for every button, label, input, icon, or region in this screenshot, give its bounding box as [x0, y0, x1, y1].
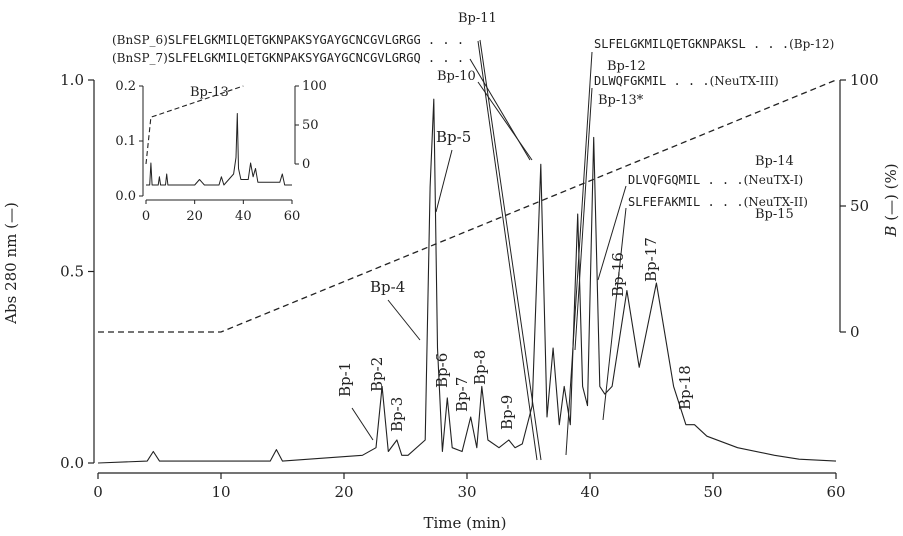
peak-label: Bp-13* [598, 93, 644, 108]
y2-tick-label: 100 [850, 71, 879, 89]
sequence-leader-line [597, 185, 627, 281]
x-tick-label: 50 [703, 483, 722, 501]
inset-chart: 0 20 40 60 0.0 0.1 0.2 0 50 100 Bp-13 [115, 79, 327, 224]
sequence-label: DLWQFGKMIL . . .(NeuTX-III) [594, 74, 779, 88]
sequence-text: DLVQFGQMIL . . . [628, 173, 744, 187]
sequence-leader-line [574, 87, 593, 351]
sequence-suffix: (NeuTX-I) [744, 173, 804, 187]
peak-leader-line [435, 149, 453, 213]
sequence-prefix: (BnSP_6) [112, 33, 168, 47]
x-tick-label: 20 [334, 483, 353, 501]
y-tick-label: 0.0 [60, 454, 84, 472]
peak-label: Bp-5 [436, 128, 471, 146]
sequence-label: DLVQFGQMIL . . .(NeuTX-I) [628, 173, 803, 187]
peak-label: Bp-11 [458, 11, 497, 26]
sequence-label: (BnSP_7)SLFELGKMILQETGKNPAKSYGAYGCNCGVLG… [112, 51, 464, 65]
x-axis-label: Time (min) [423, 514, 506, 532]
inset-y-tick-label: 0.0 [115, 189, 136, 204]
peak-label: Bp-8 [471, 350, 489, 385]
peak-label: Bp-15 [755, 207, 794, 222]
sequence-suffix: (NeuTX-III) [710, 74, 779, 88]
sequence-leader-line [565, 51, 593, 456]
inset-x-tick-label: 20 [186, 209, 203, 224]
sequence-suffix: (NeuTX-II) [744, 195, 808, 209]
peak-leader-line [477, 81, 533, 161]
y2-axis-label: B (—) (%) [882, 163, 900, 237]
peak-label: Bp-6 [433, 353, 451, 388]
peak-label: Bp-18 [676, 365, 694, 410]
peak-label: Bp-16 [609, 252, 627, 297]
y-tick-label: 1.0 [60, 71, 84, 89]
sequence-leader-line [469, 58, 531, 161]
peak-leader-line [387, 299, 421, 341]
sequence-suffix: (Bp-12) [789, 37, 834, 51]
y-tick-label: 0.5 [60, 263, 84, 281]
peak-label: Bp-4 [370, 278, 405, 296]
sequence-text: SLFELGKMILQETGKNPAKSYGAYGCNCGVLGRGG . . … [168, 33, 464, 47]
x-tick-label: 40 [580, 483, 599, 501]
absorbance-trace [97, 98, 837, 464]
peak-label: Bp-17 [642, 237, 660, 282]
inset-absorbance-series [146, 113, 292, 186]
main-axes: 0 10 20 30 40 50 60 0.0 0.5 1.0 0 50 100 [60, 71, 879, 501]
x-tick-label: 60 [826, 483, 845, 501]
sequence-annotations: (BnSP_6)SLFELGKMILQETGKNPAKSYGAYGCNCGVLG… [112, 33, 834, 461]
peak-label: Bp-12 [607, 59, 646, 74]
sequence-text: SLFEFAKMIL . . . [628, 195, 744, 209]
inset-y2-tick-label: 0 [302, 157, 310, 172]
peak-label: Bp-10 [437, 69, 476, 84]
absorbance-series [97, 98, 837, 464]
peak-label: Bp-7 [453, 377, 471, 412]
peak-leader-line [351, 407, 374, 441]
sequence-text: DLWQFGKMIL . . . [594, 74, 710, 88]
peak-label: Bp-14 [755, 154, 794, 169]
gradient-series [98, 79, 837, 333]
sequence-text: SLFELGKMILQETGKNPAKSL . . . [594, 37, 789, 51]
y2-tick-label: 50 [850, 197, 869, 215]
sequence-text: SLFELGKMILQETGKNPAKSYGAYGCNCGVLGRGQ . . … [168, 51, 464, 65]
sequence-label: (BnSP_6)SLFELGKMILQETGKNPAKSYGAYGCNCGVLG… [112, 33, 464, 47]
peak-label: Bp-2 [368, 357, 386, 392]
peak-label: Bp-1 [336, 362, 354, 397]
peak-label: Bp-9 [498, 395, 516, 430]
x-tick-label: 30 [457, 483, 476, 501]
peak-label: Bp-3 [388, 397, 406, 432]
inset-peak-label: Bp-13 [190, 85, 229, 100]
inset-y-tick-label: 0.2 [115, 79, 136, 94]
inset-y2-tick-label: 100 [302, 79, 327, 94]
x-tick-label: 0 [93, 483, 103, 501]
inset-y-tick-label: 0.1 [115, 134, 136, 149]
sequence-label: SLFEFAKMIL . . .(NeuTX-II) [628, 195, 808, 209]
inset-y2-tick-label: 50 [302, 118, 319, 133]
peak-leader-line [479, 39, 542, 461]
inset-x-tick-label: 0 [142, 209, 150, 224]
sequence-leader-line [477, 40, 538, 461]
sequence-leader-line [602, 207, 627, 421]
y2-tick-label: 0 [850, 323, 860, 341]
peak-labels: Bp-1 Bp-2Bp-3 Bp-4 Bp-5 Bp-6Bp-7Bp-8 Bp-9 Bp-1… [336, 11, 794, 461]
sequence-prefix: (BnSP_7) [112, 51, 168, 65]
inset-gradient-series [145, 85, 244, 165]
y-axis-label: Abs 280 nm (—) [2, 202, 20, 325]
x-tick-label: 10 [211, 483, 230, 501]
gradient-line [98, 79, 837, 333]
inset-x-tick-label: 60 [284, 209, 301, 224]
sequence-label: SLFELGKMILQETGKNPAKSL . . .(Bp-12) [594, 37, 834, 51]
inset-x-tick-label: 40 [235, 209, 252, 224]
